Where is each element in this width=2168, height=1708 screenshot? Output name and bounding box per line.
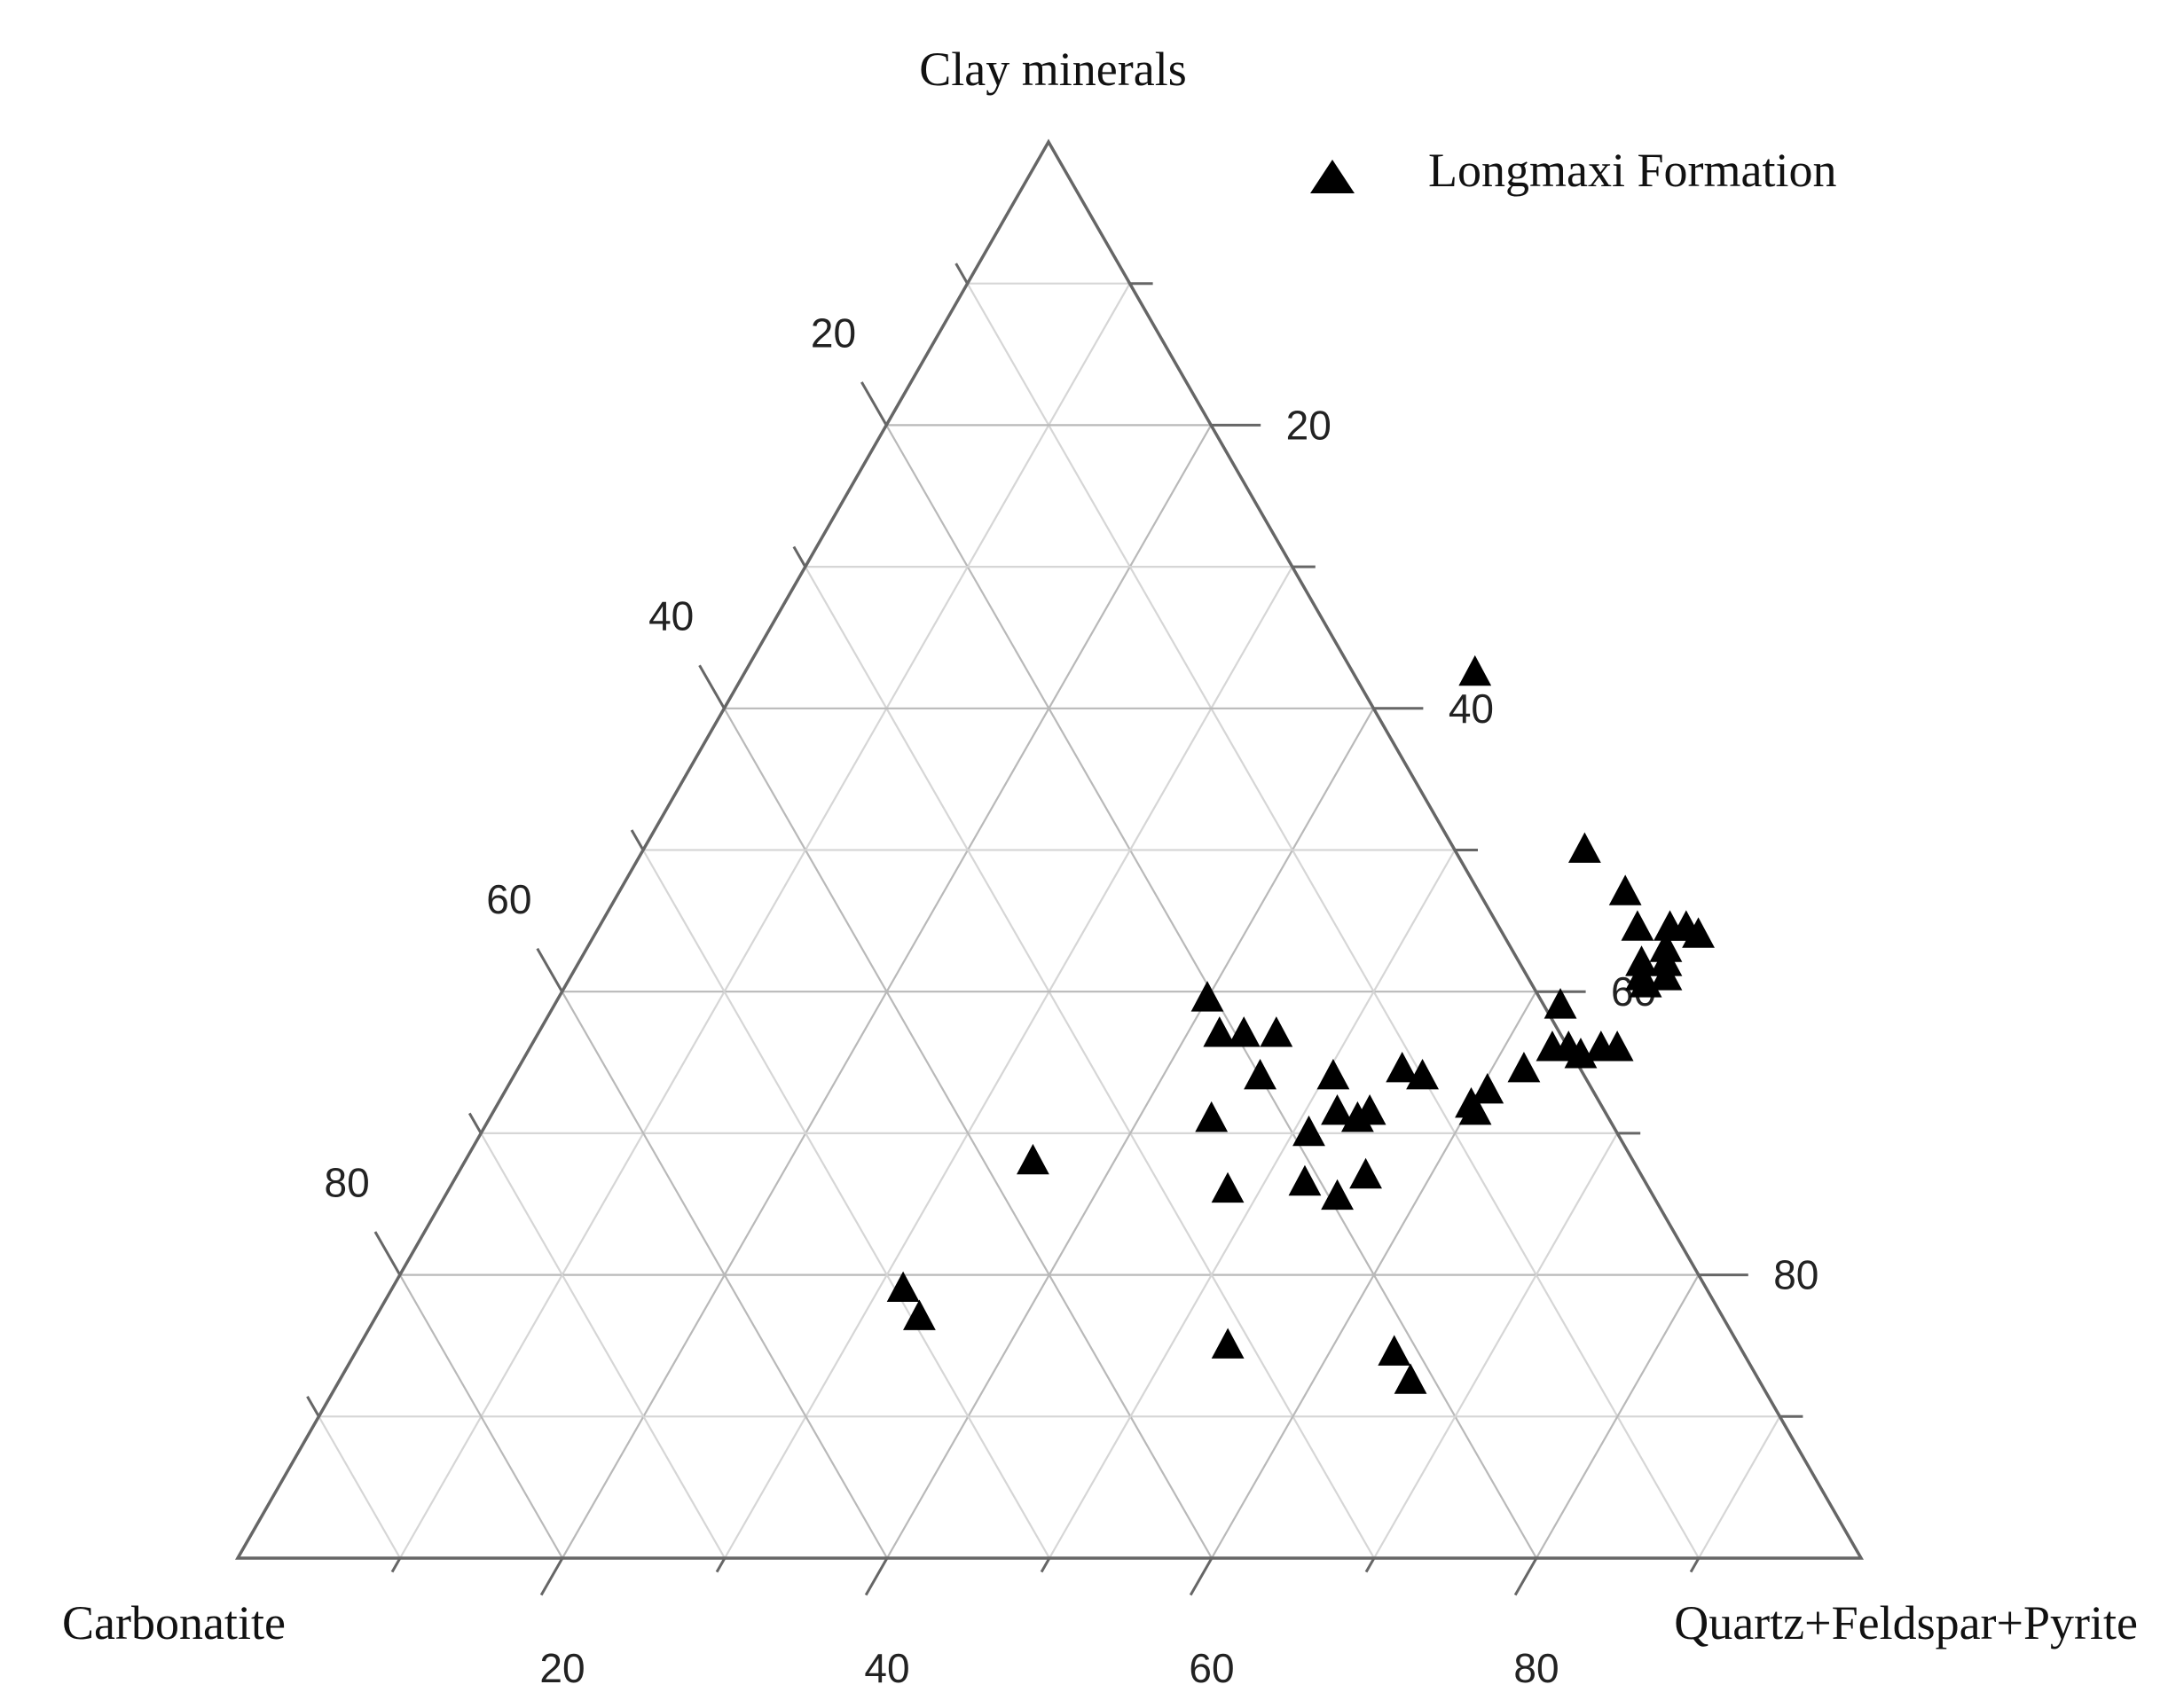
data-point-triangle-33: [1406, 1059, 1439, 1090]
tick-bottom-60: [1189, 1557, 1214, 1596]
data-point-triangle-19: [1600, 1030, 1634, 1062]
tick-left-70: [792, 545, 807, 568]
tick-left-30: [467, 1112, 483, 1134]
data-point-triangle-37: [1292, 1115, 1325, 1147]
data-point-triangle-42: [886, 1271, 920, 1302]
data-point-triangle-34: [1321, 1093, 1354, 1125]
data-point-triangle-45: [1378, 1335, 1411, 1366]
tick-label-right-60: 40: [1449, 686, 1494, 732]
data-point-triangle-43: [903, 1299, 936, 1330]
tick-left-90: [954, 262, 969, 285]
tick-label-bottom-60: 60: [1189, 1645, 1234, 1691]
tick-bottom-10: [390, 1557, 402, 1573]
data-point-triangle-23: [1458, 1093, 1492, 1125]
left-axis-title: Carbonatite: [62, 1596, 286, 1649]
data-point-triangle-3: [1608, 874, 1642, 905]
tick-bottom-70: [1364, 1557, 1376, 1573]
legend: Longmaxi Formation: [1310, 144, 1836, 197]
grid-line-carbonatite-30: [804, 566, 1375, 1559]
grid-line-qfp-10: [399, 283, 1131, 1559]
data-point-triangle-20: [1507, 1052, 1541, 1083]
legend-triangle-icon: [1310, 160, 1355, 193]
data-point-triangle-41: [1017, 1143, 1049, 1175]
tick-label-bottom-80: 80: [1513, 1645, 1559, 1691]
tick-bottom-20: [539, 1557, 564, 1596]
tick-left-50: [630, 829, 645, 851]
data-point-triangle-28: [1260, 1016, 1293, 1047]
data-point-triangle-7: [1682, 917, 1715, 948]
data-point-triangle-12: [1649, 960, 1683, 991]
data-point-triangle-21: [1471, 1072, 1504, 1104]
data-point-triangle-31: [1316, 1059, 1350, 1090]
grid-line-qfp-80: [1536, 1274, 1700, 1559]
data-point-triangle-1: [1458, 654, 1492, 686]
grid-line-qfp-30: [724, 566, 1293, 1559]
data-point-triangle-24: [1349, 1157, 1382, 1189]
tick-left-60: [698, 664, 726, 709]
grid-line-carbonatite-90: [318, 1415, 401, 1559]
top-axis-title: Clay minerals: [919, 43, 1186, 96]
data-points: [886, 654, 1715, 1394]
data-point-triangle-29: [1244, 1059, 1276, 1090]
tick-left-10: [306, 1396, 320, 1418]
tick-label-bottom-40: 40: [864, 1645, 909, 1691]
data-point-triangle-13: [1629, 967, 1662, 998]
tick-label-right-20: 80: [1773, 1252, 1818, 1298]
data-point-triangle-44: [1211, 1328, 1245, 1359]
tick-left-20: [373, 1231, 402, 1276]
tick-bottom-30: [715, 1557, 727, 1573]
grid-line-qfp-70: [1373, 1132, 1619, 1559]
data-point-triangle-40: [1321, 1179, 1354, 1210]
legend-entry-label: Longmaxi Formation: [1428, 144, 1836, 197]
data-point-triangle-14: [1544, 988, 1577, 1019]
tick-label-left-20: 80: [325, 1160, 370, 1206]
tick-marks: [306, 262, 1803, 1596]
tick-label-bottom-20: 20: [539, 1645, 585, 1691]
tick-label-left-80: 20: [811, 309, 856, 356]
tick-labels: 808020606040404060202080: [325, 309, 1819, 1691]
data-point-triangle-36: [1340, 1101, 1374, 1132]
tick-label-right-80: 20: [1286, 402, 1331, 448]
tick-left-40: [536, 947, 563, 992]
data-point-triangle-2: [1568, 832, 1601, 863]
grid-line-carbonatite-10: [966, 283, 1700, 1559]
grid-line-carbonatite-80: [398, 1274, 563, 1559]
tick-bottom-90: [1689, 1557, 1701, 1573]
grid-line-qfp-50: [1049, 849, 1456, 1559]
grid-layer: [318, 282, 1781, 1559]
data-point-triangle-46: [1394, 1363, 1427, 1394]
tick-bottom-50: [1040, 1557, 1051, 1573]
grid-line-carbonatite-70: [480, 1132, 726, 1559]
data-point-triangle-32: [1386, 1052, 1419, 1083]
data-point-triangle-26: [1203, 1016, 1237, 1047]
data-point-triangle-30: [1195, 1101, 1229, 1132]
tick-label-left-40: 60: [486, 876, 531, 922]
data-point-triangle-25: [1190, 981, 1224, 1012]
tick-label-left-60: 40: [648, 593, 694, 639]
right-axis-title: Quartz+Feldspar+Pyrite: [1674, 1596, 2138, 1649]
tick-bottom-40: [864, 1557, 889, 1596]
grid-line-carbonatite-50: [642, 849, 1050, 1559]
tick-left-80: [860, 381, 888, 427]
data-point-triangle-27: [1227, 1016, 1261, 1047]
grid-line-qfp-90: [1698, 1415, 1781, 1559]
data-point-triangle-38: [1211, 1171, 1245, 1203]
data-point-triangle-39: [1288, 1164, 1322, 1196]
data-point-triangle-4: [1621, 910, 1654, 941]
grid-line-carbonatite-60: [561, 991, 888, 1559]
tick-bottom-80: [1513, 1557, 1538, 1596]
